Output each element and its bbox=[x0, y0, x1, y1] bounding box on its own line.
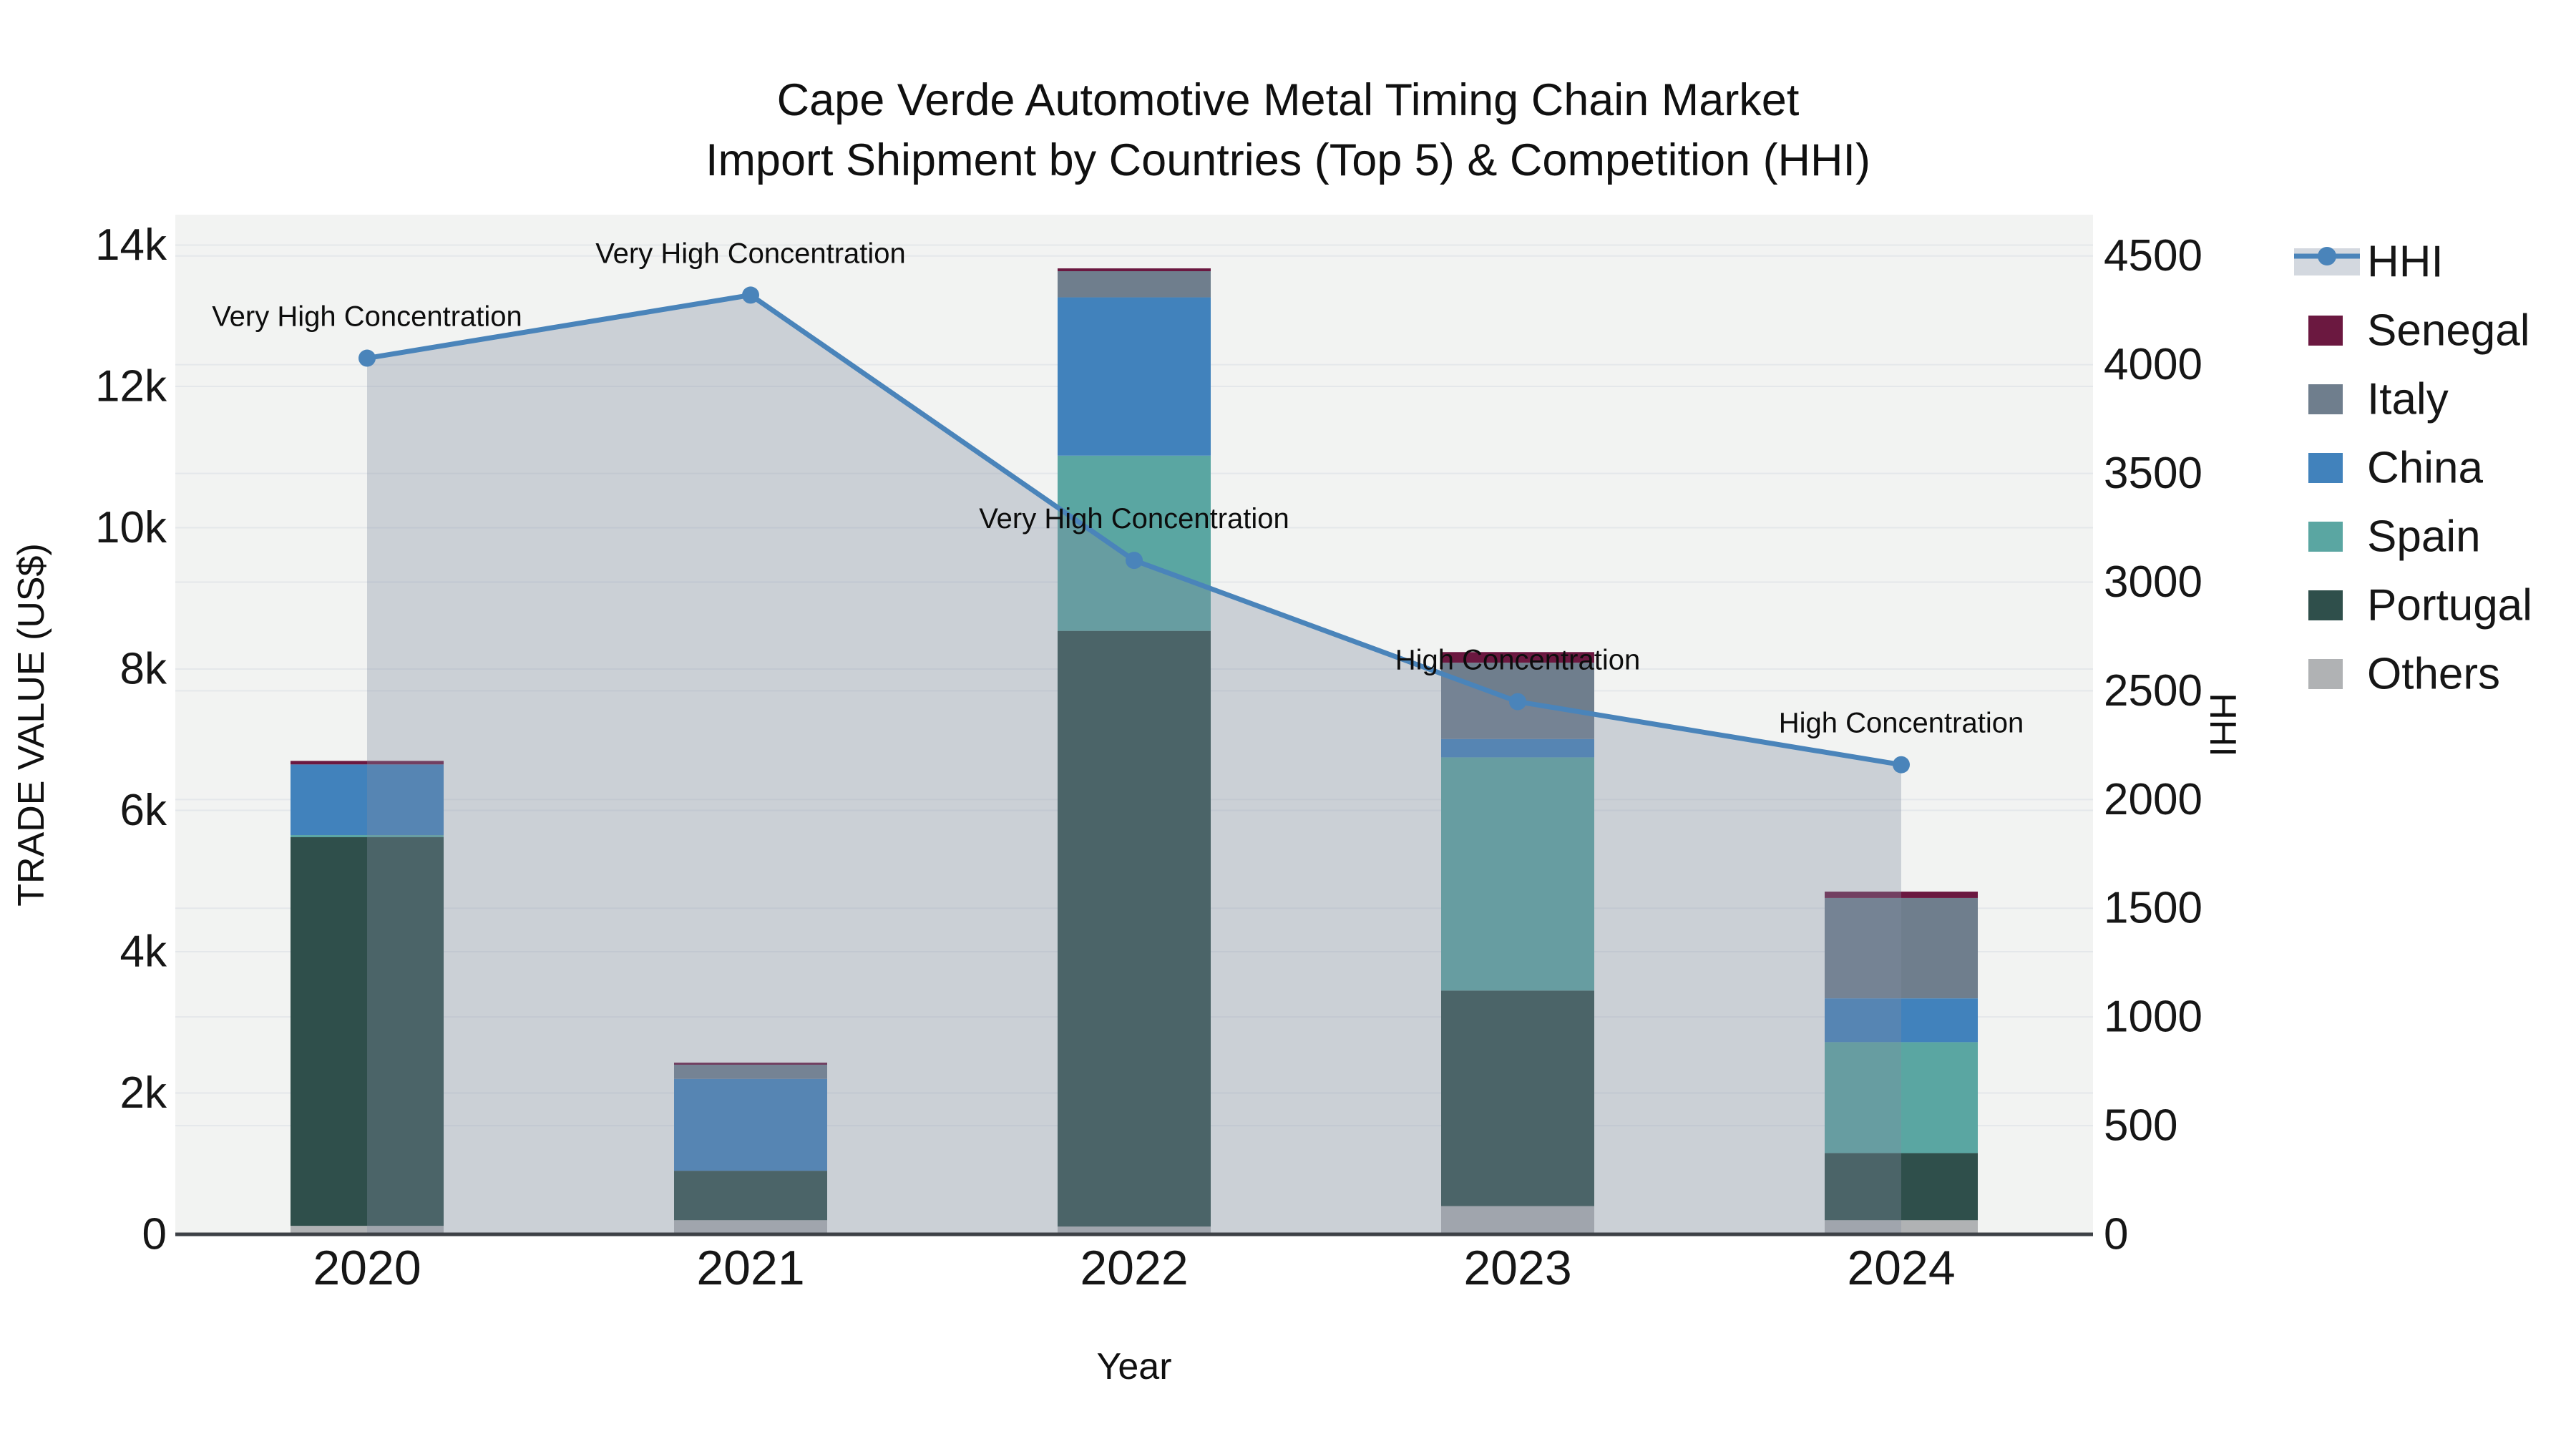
bar-segment-senegal-2020 bbox=[291, 761, 444, 765]
bar-segment-senegal-2024 bbox=[1825, 892, 1978, 898]
hhi-marker-2020 bbox=[358, 349, 376, 367]
x-tick-label-2022: 2022 bbox=[1080, 1241, 1188, 1295]
legend-swatch-icon bbox=[2308, 590, 2343, 620]
right-tick-label: 2500 bbox=[2104, 666, 2202, 716]
annotation-2022: Very High Concentration bbox=[979, 503, 1289, 535]
legend-label: Senegal bbox=[2367, 306, 2530, 356]
bar-segment-others-2021 bbox=[674, 1220, 827, 1234]
bar-segment-italy-2022 bbox=[1058, 271, 1211, 298]
left-tick-label: 12k bbox=[95, 361, 167, 411]
right-tick-label: 0 bbox=[2104, 1210, 2128, 1259]
legend-swatch-icon bbox=[2308, 453, 2343, 483]
right-tick-label: 2000 bbox=[2104, 775, 2202, 824]
bar-segment-china-2024 bbox=[1825, 998, 1978, 1043]
bar-segment-spain-2020 bbox=[291, 835, 444, 838]
legend-swatch-icon bbox=[2308, 384, 2343, 414]
left-tick-label: 10k bbox=[95, 503, 167, 552]
bar-segment-senegal-2022 bbox=[1058, 268, 1211, 272]
bar-segment-spain-2022 bbox=[1058, 455, 1211, 631]
chart-title: Cape Verde Automotive Metal Timing Chain… bbox=[0, 70, 2576, 190]
annotation-2024: High Concentration bbox=[1779, 708, 2024, 739]
bar-segment-senegal-2023 bbox=[1441, 652, 1594, 663]
legend-label: China bbox=[2367, 444, 2484, 493]
bar-segment-china-2022 bbox=[1058, 297, 1211, 456]
bar-segment-spain-2024 bbox=[1825, 1042, 1978, 1153]
hhi-marker-2024 bbox=[1893, 756, 1910, 774]
legend-label: Spain bbox=[2367, 512, 2481, 562]
x-tick-label-2023: 2023 bbox=[1463, 1241, 1571, 1295]
legend-item-spain[interactable]: Spain bbox=[2308, 512, 2481, 562]
legend-item-others[interactable]: Others bbox=[2308, 650, 2500, 699]
bar-segment-others-2023 bbox=[1441, 1206, 1594, 1234]
bar-segment-portugal-2021 bbox=[674, 1171, 827, 1221]
legend-item-hhi[interactable]: HHI bbox=[2294, 238, 2444, 287]
hhi-marker-2022 bbox=[1126, 552, 1143, 570]
right-tick-label: 3000 bbox=[2104, 557, 2202, 607]
bar-segment-senegal-2021 bbox=[674, 1063, 827, 1065]
right-tick-label: 1000 bbox=[2104, 992, 2202, 1042]
bar-segment-china-2021 bbox=[674, 1078, 827, 1171]
hhi-marker-2023 bbox=[1509, 693, 1526, 711]
legend-item-portugal[interactable]: Portugal bbox=[2308, 581, 2532, 630]
annotation-2023: High Concentration bbox=[1395, 645, 1640, 676]
right-tick-label: 1500 bbox=[2104, 884, 2202, 933]
left-tick-label: 6k bbox=[120, 786, 167, 835]
legend-label: HHI bbox=[2367, 238, 2444, 287]
left-tick-label: 2k bbox=[120, 1068, 167, 1118]
x-tick-label-2020: 2020 bbox=[313, 1241, 421, 1295]
legend-item-senegal[interactable]: Senegal bbox=[2308, 306, 2530, 356]
left-tick-label: 4k bbox=[120, 927, 167, 976]
bar-segment-china-2020 bbox=[291, 764, 444, 836]
bars-group bbox=[291, 268, 1978, 1234]
left-tick-label: 8k bbox=[120, 644, 167, 693]
bar-segment-italy-2021 bbox=[674, 1064, 827, 1079]
annotation-2020: Very High Concentration bbox=[212, 301, 522, 333]
x-tick-label-2024: 2024 bbox=[1847, 1241, 1955, 1295]
legend-swatch-icon bbox=[2308, 659, 2343, 689]
right-tick-label: 3500 bbox=[2104, 449, 2202, 498]
annotation-2021: Very High Concentration bbox=[595, 238, 906, 269]
bar-segment-portugal-2022 bbox=[1058, 630, 1211, 1227]
chart-title-line2: Import Shipment by Countries (Top 5) & C… bbox=[705, 135, 1871, 185]
legend-label: Italy bbox=[2367, 375, 2449, 424]
bar-segment-others-2020 bbox=[291, 1226, 444, 1234]
x-axis-title: Year bbox=[1096, 1346, 1172, 1387]
x-tick-label-2021: 2021 bbox=[696, 1241, 804, 1295]
right-tick-label: 500 bbox=[2104, 1101, 2177, 1151]
chart-title-line1: Cape Verde Automotive Metal Timing Chain… bbox=[776, 75, 1800, 125]
legend: HHI Senegal Italy China Spain Portugal Others bbox=[2294, 238, 2532, 699]
left-tick-label: 14k bbox=[95, 220, 167, 270]
hhi-marker-2021 bbox=[742, 286, 759, 304]
legend-swatch-icon bbox=[2308, 316, 2343, 346]
legend-item-italy[interactable]: Italy bbox=[2308, 375, 2449, 424]
right-tick-label: 4000 bbox=[2104, 340, 2202, 389]
legend-label: Others bbox=[2367, 650, 2500, 699]
bar-segment-spain-2023 bbox=[1441, 757, 1594, 991]
hhi-area bbox=[367, 295, 1901, 1234]
bar-segment-portugal-2020 bbox=[291, 837, 444, 1226]
bar-segment-others-2024 bbox=[1825, 1220, 1978, 1234]
legend-label: Portugal bbox=[2367, 581, 2532, 630]
bar-segment-italy-2024 bbox=[1825, 897, 1978, 999]
legend-item-china[interactable]: China bbox=[2308, 444, 2484, 493]
bar-segment-others-2022 bbox=[1058, 1226, 1211, 1234]
left-tick-label: 0 bbox=[142, 1210, 167, 1259]
legend-swatch-icon bbox=[2308, 522, 2343, 552]
bar-segment-portugal-2023 bbox=[1441, 990, 1594, 1206]
hhi-legend-marker-icon bbox=[2318, 247, 2336, 265]
bar-segment-china-2023 bbox=[1441, 738, 1594, 758]
right-tick-label: 4500 bbox=[2104, 231, 2202, 280]
bar-segment-portugal-2024 bbox=[1825, 1153, 1978, 1221]
